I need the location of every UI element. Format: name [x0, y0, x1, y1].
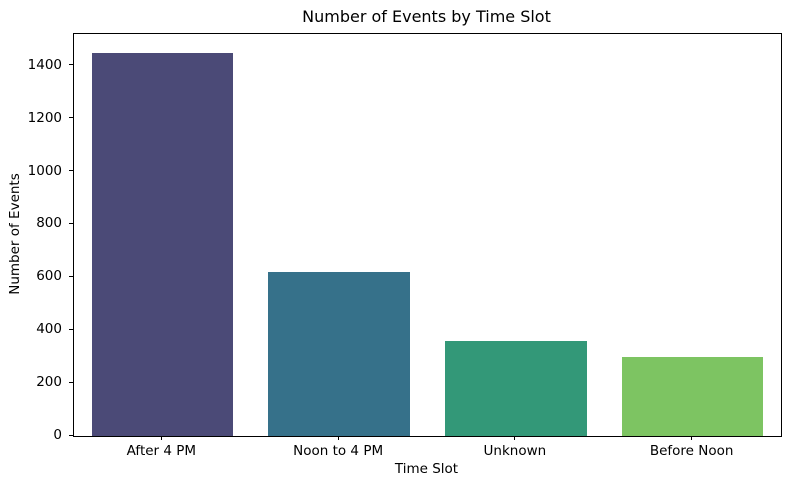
y-tick-label: 200 [36, 374, 62, 391]
y-tick-mark [69, 117, 73, 119]
x-axis-title: Time Slot [394, 461, 459, 477]
y-tick-mark [69, 275, 73, 277]
y-tick-label: 1400 [27, 56, 62, 73]
y-tick-mark [69, 222, 73, 224]
y-tick-label: 600 [36, 268, 62, 285]
x-tick-label: Noon to 4 PM [293, 443, 384, 459]
plot-area [73, 33, 782, 437]
x-tick-label: Before Noon [649, 443, 734, 459]
y-tick-label: 1000 [27, 162, 62, 179]
x-tick-mark [160, 436, 162, 440]
y-tick-label: 400 [36, 321, 62, 338]
x-tick-mark [691, 436, 693, 440]
y-tick-mark [69, 64, 73, 66]
y-tick-mark [69, 328, 73, 330]
x-tick-mark [514, 436, 516, 440]
bar-unknown [445, 340, 587, 436]
chart-title: Number of Events by Time Slot [302, 7, 551, 26]
bar-before-noon [621, 356, 764, 436]
x-tick-mark [337, 436, 339, 440]
y-tick-mark [69, 170, 73, 172]
bar-after-4-pm [91, 52, 234, 436]
x-tick-label: Unknown [483, 443, 547, 459]
y-tick-mark [69, 434, 73, 436]
y-tick-label: 0 [53, 427, 62, 443]
bar-noon-to-4-pm [268, 272, 410, 436]
y-tick-label: 800 [36, 215, 62, 232]
y-tick-mark [69, 381, 73, 383]
y-tick-label: 1200 [27, 109, 62, 126]
x-tick-label: After 4 PM [126, 443, 197, 459]
